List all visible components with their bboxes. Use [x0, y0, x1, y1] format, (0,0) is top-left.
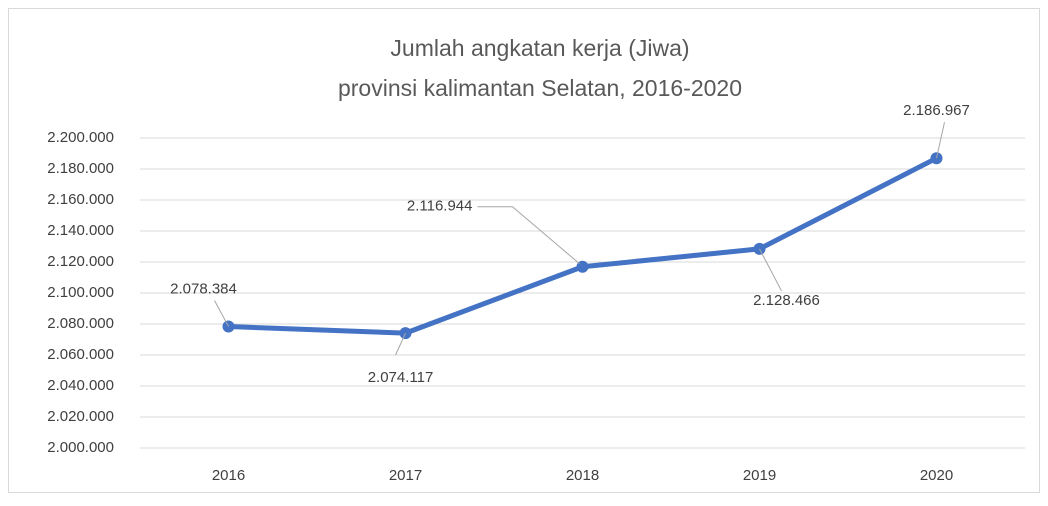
label-leader: [395, 332, 406, 356]
x-tick-label: 2019: [743, 467, 776, 484]
data-label: 2.116.944: [407, 198, 473, 215]
y-tick-label: 2.140.000: [47, 222, 114, 239]
label-leader: [214, 300, 229, 327]
data-label: 2.128.466: [753, 292, 820, 309]
y-tick-label: 2.060.000: [47, 346, 114, 363]
y-tick-label: 2.020.000: [47, 408, 114, 425]
data-label: 2.186.967: [903, 102, 970, 119]
chart-title: Jumlah angkatan kerja (Jiwa): [390, 35, 689, 61]
x-tick-label: 2016: [212, 467, 245, 484]
x-tick-label: 2020: [920, 467, 953, 484]
y-tick-label: 2.120.000: [47, 253, 114, 270]
y-tick-label: 2.000.000: [47, 439, 114, 456]
y-tick-label: 2.180.000: [47, 160, 114, 177]
label-leader: [477, 206, 580, 265]
y-tick-label: 2.200.000: [47, 129, 114, 146]
y-tick-label: 2.040.000: [47, 377, 114, 394]
label-leader: [759, 248, 782, 292]
chart-subtitle: provinsi kalimantan Selatan, 2016-2020: [338, 75, 742, 101]
data-label: 2.078.384: [170, 280, 237, 297]
chart-frame: [8, 8, 1040, 493]
x-tick-label: 2017: [389, 467, 422, 484]
y-tick-label: 2.100.000: [47, 284, 114, 301]
y-tick-label: 2.080.000: [47, 315, 114, 332]
data-label: 2.074.117: [368, 369, 434, 386]
label-leader: [936, 122, 945, 159]
y-tick-label: 2.160.000: [47, 191, 114, 208]
x-tick-label: 2018: [566, 467, 599, 484]
